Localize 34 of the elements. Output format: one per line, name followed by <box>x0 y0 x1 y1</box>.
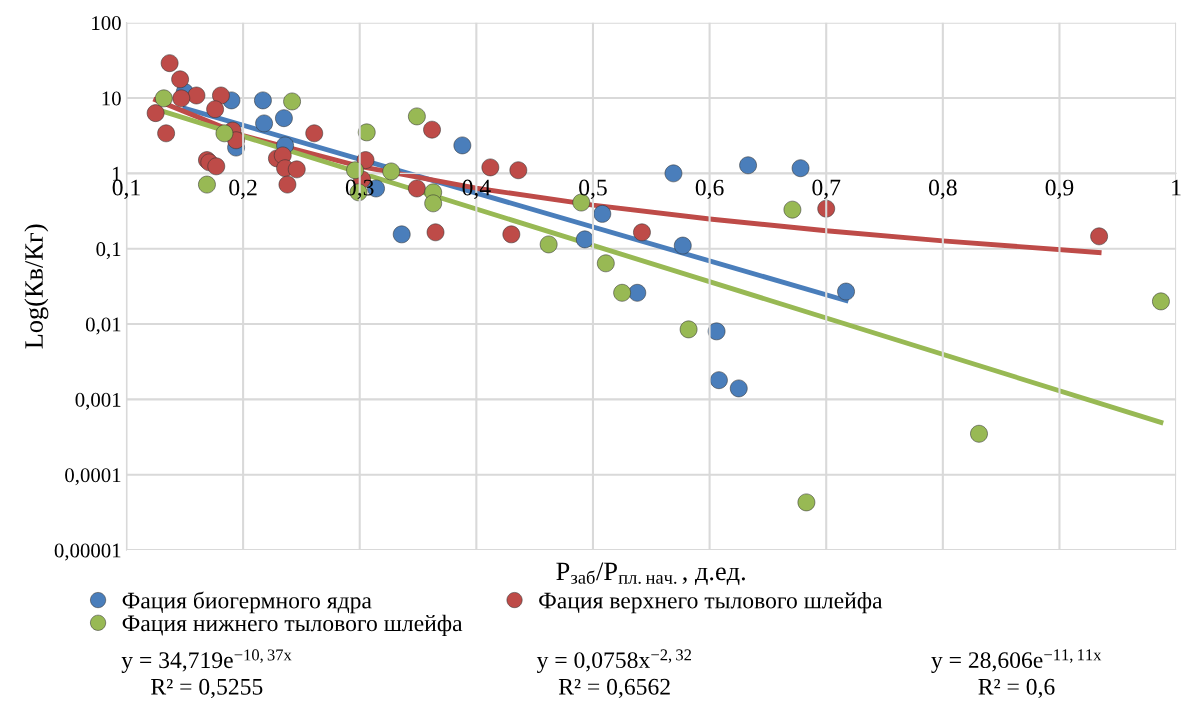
x-tick-label: 0,7 <box>812 179 841 199</box>
point <box>287 160 306 179</box>
y-tick-label: 0,0001 <box>65 468 121 486</box>
y-tick-label: 10 <box>102 91 121 106</box>
x-tick-label: 0,2 <box>229 179 257 199</box>
point <box>1090 227 1108 246</box>
point <box>426 223 445 242</box>
point <box>664 164 683 183</box>
point <box>382 162 400 181</box>
text: y = 28,606e$^{−11,11x}$ R² = 0,6 <box>931 649 1102 699</box>
text: y = 0,0758x$^{−2,32}$ R² = 0,6562 <box>536 649 692 699</box>
legend-label: Фация нижнего тылового шлейфа <box>122 614 463 637</box>
y-tick-label: 1 <box>113 166 121 181</box>
x-axis-title: P$_{заб}$/P$_{пл.нач.}$, д.ед. <box>556 562 745 586</box>
legend-label: Фация биогермного ядра <box>122 591 372 614</box>
text: y = 34,719e$^{−10,37x}$ R² = 0,5255 <box>121 649 292 699</box>
x-tick-label: 0,4 <box>462 179 491 199</box>
point <box>172 89 191 108</box>
x-tick-label: 0,9 <box>1045 179 1074 199</box>
y-tick-label: 0,001 <box>75 392 121 410</box>
y-tick-label: 0,00001 <box>54 543 121 561</box>
y-tick-label: 0,1 <box>96 242 121 260</box>
x-tick-label: 0,6 <box>695 179 724 199</box>
legend-label: Фация верхнего тылового шлейфа <box>539 591 883 614</box>
point <box>160 54 179 72</box>
point <box>207 157 226 176</box>
x-tick-label: 0,5 <box>579 179 607 199</box>
y-axis-title: Log(Кв/Кг) <box>24 224 49 349</box>
y-tick-label: 0,01 <box>85 317 121 335</box>
point <box>255 114 273 133</box>
x-tick-label: 1 <box>1172 179 1181 196</box>
point <box>970 424 988 443</box>
x-tick-label: 0,8 <box>928 179 957 199</box>
y-tick-label: 100 <box>92 16 121 31</box>
